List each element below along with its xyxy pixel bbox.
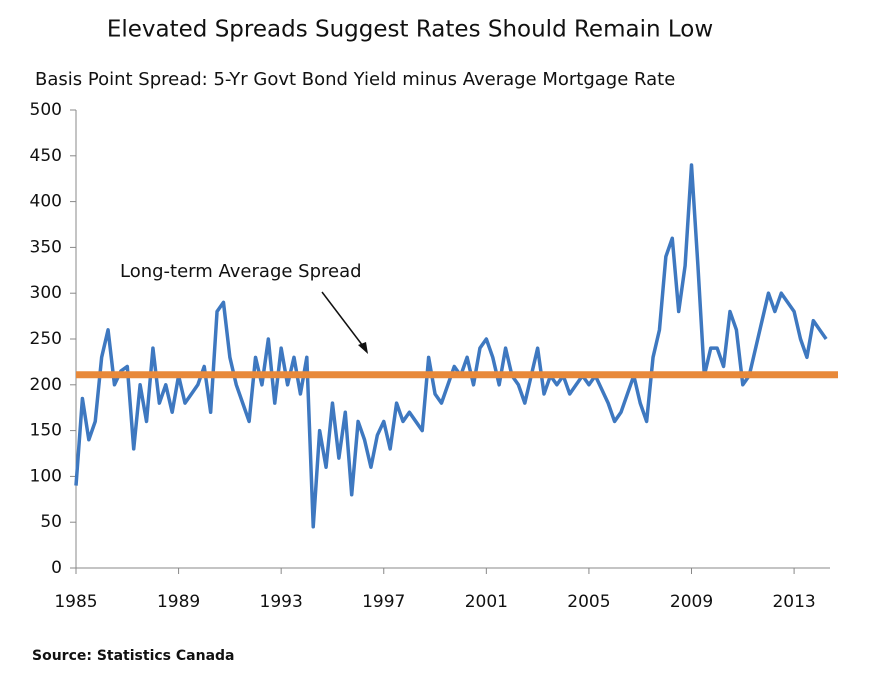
x-tick-label: 1993 [260,592,303,612]
data-line [74,163,828,529]
x-tick-label: 1989 [157,592,200,612]
y-tick-label: 300 [30,283,62,303]
chart-title: Elevated Spreads Suggest Rates Should Re… [107,17,713,43]
arrow-head [358,342,368,354]
y-tick-label: 450 [30,146,62,166]
y-tick-label: 100 [30,466,62,486]
x-tick-label: 2013 [772,592,815,612]
y-tick-label: 500 [30,100,62,120]
y-tick-label: 0 [51,558,62,578]
source: Source: Statistics Canada [32,648,235,664]
arrow [321,291,367,351]
y-tick-label: 150 [30,421,62,441]
chart-subtitle: Basis Point Spread: 5-Yr Govt Bond Yield… [35,69,675,90]
y-tick-label: 350 [30,237,62,257]
annotation: Long-term Average Spread [120,261,362,282]
y-tick-label: 200 [30,375,62,395]
x-tick-label: 1997 [362,592,405,612]
x-tick-label: 2005 [567,592,610,612]
y-tick-label: 250 [30,329,62,349]
x-tick-label: 2009 [670,592,713,612]
y-tick-label: 50 [40,512,62,532]
x-tick-label: 2001 [465,592,508,612]
y-tick-label: 400 [30,192,62,212]
x-tick-label: 1985 [54,592,97,612]
